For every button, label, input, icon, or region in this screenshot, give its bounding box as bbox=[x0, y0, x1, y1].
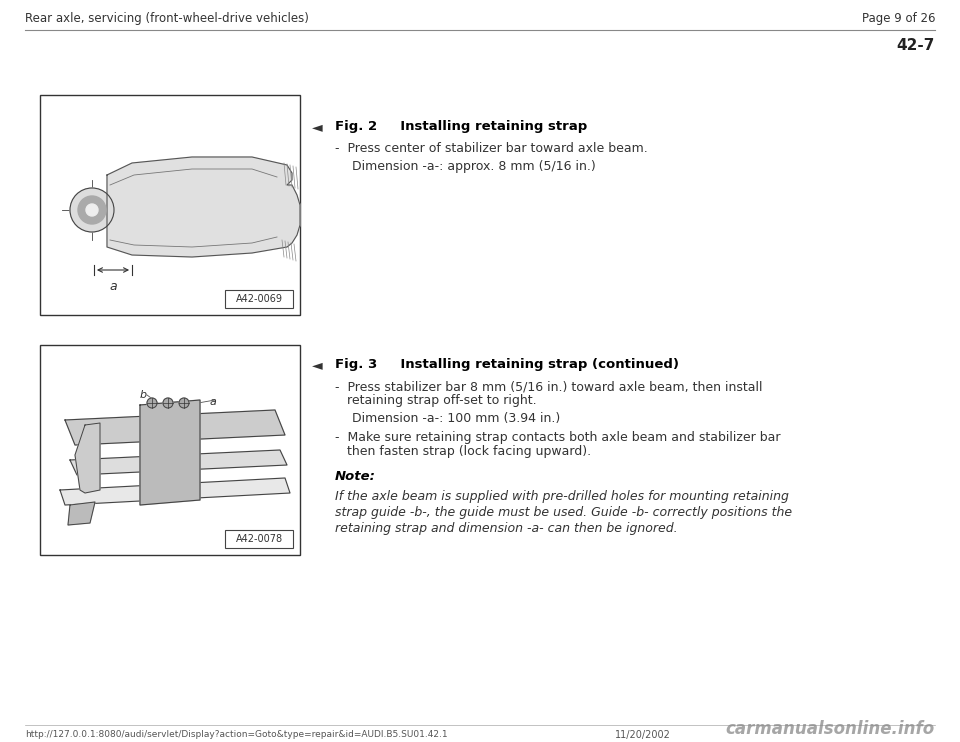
Polygon shape bbox=[68, 502, 95, 525]
Polygon shape bbox=[65, 410, 285, 445]
Text: Dimension -a-: 100 mm (3.94 in.): Dimension -a-: 100 mm (3.94 in.) bbox=[352, 412, 561, 425]
Text: -  Press center of stabilizer bar toward axle beam.: - Press center of stabilizer bar toward … bbox=[335, 142, 648, 155]
Polygon shape bbox=[140, 400, 200, 505]
Text: ◄: ◄ bbox=[312, 358, 323, 372]
Text: 11/20/2002: 11/20/2002 bbox=[615, 730, 671, 740]
Text: retaining strap off-set to right.: retaining strap off-set to right. bbox=[335, 394, 537, 407]
Polygon shape bbox=[107, 157, 300, 257]
Text: Rear axle, servicing (front-wheel-drive vehicles): Rear axle, servicing (front-wheel-drive … bbox=[25, 12, 309, 25]
Text: http://127.0.0.1:8080/audi/servlet/Display?action=Goto&type=repair&id=AUDI.B5.SU: http://127.0.0.1:8080/audi/servlet/Displ… bbox=[25, 730, 447, 739]
Bar bbox=[225, 530, 293, 548]
Circle shape bbox=[78, 196, 106, 224]
Text: If the axle beam is supplied with pre-drilled holes for mounting retaining: If the axle beam is supplied with pre-dr… bbox=[335, 490, 789, 503]
Text: A42-0078: A42-0078 bbox=[235, 534, 282, 544]
Text: a: a bbox=[210, 397, 217, 407]
Text: Fig. 3     Installing retaining strap (continued): Fig. 3 Installing retaining strap (conti… bbox=[335, 358, 679, 371]
Text: Note:: Note: bbox=[335, 470, 376, 483]
Text: then fasten strap (lock facing upward).: then fasten strap (lock facing upward). bbox=[335, 445, 591, 458]
Text: ◄: ◄ bbox=[312, 120, 323, 134]
Polygon shape bbox=[75, 423, 100, 493]
Polygon shape bbox=[60, 478, 290, 505]
Bar bbox=[225, 290, 293, 308]
Text: b: b bbox=[140, 390, 147, 400]
Circle shape bbox=[147, 398, 157, 408]
Text: Dimension -a-: approx. 8 mm (5/16 in.): Dimension -a-: approx. 8 mm (5/16 in.) bbox=[352, 160, 596, 173]
Circle shape bbox=[70, 188, 114, 232]
Bar bbox=[40, 345, 300, 555]
Text: 42-7: 42-7 bbox=[897, 38, 935, 53]
Circle shape bbox=[179, 398, 189, 408]
Text: A42-0069: A42-0069 bbox=[235, 294, 282, 304]
Circle shape bbox=[163, 398, 173, 408]
Text: retaining strap and dimension -a- can then be ignored.: retaining strap and dimension -a- can th… bbox=[335, 522, 678, 535]
Text: a: a bbox=[109, 280, 117, 293]
Text: strap guide -b-, the guide must be used. Guide -b- correctly positions the: strap guide -b-, the guide must be used.… bbox=[335, 506, 792, 519]
Text: carmanualsonline.info: carmanualsonline.info bbox=[726, 720, 935, 738]
Text: -  Make sure retaining strap contacts both axle beam and stabilizer bar: - Make sure retaining strap contacts bot… bbox=[335, 431, 780, 444]
Bar bbox=[40, 95, 300, 315]
Polygon shape bbox=[70, 450, 287, 475]
Circle shape bbox=[86, 204, 98, 216]
Text: Fig. 2     Installing retaining strap: Fig. 2 Installing retaining strap bbox=[335, 120, 588, 133]
Text: -  Press stabilizer bar 8 mm (5/16 in.) toward axle beam, then install: - Press stabilizer bar 8 mm (5/16 in.) t… bbox=[335, 380, 762, 393]
Text: Page 9 of 26: Page 9 of 26 bbox=[861, 12, 935, 25]
